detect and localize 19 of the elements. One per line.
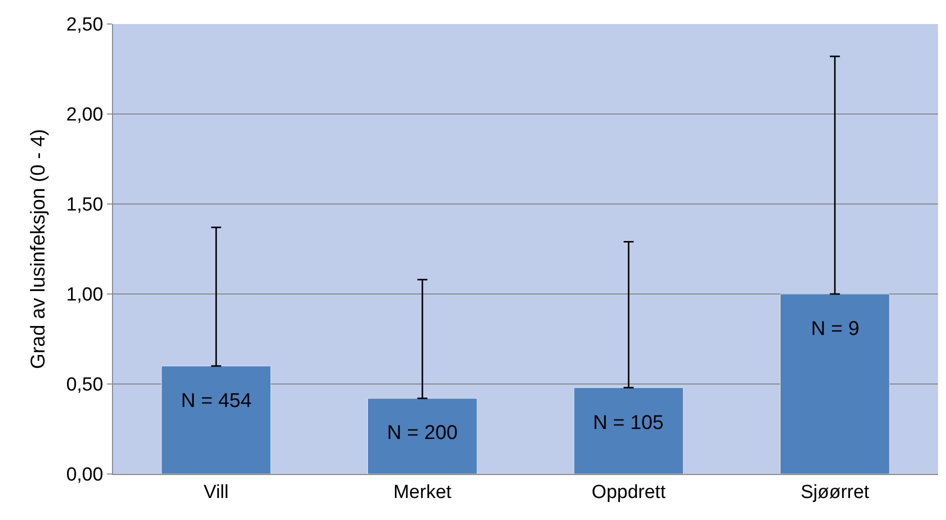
y-tick-label: 2,50 bbox=[66, 14, 104, 36]
annotation: N = 9 bbox=[811, 318, 860, 340]
y-axis-title: Grad av lusinfeksjon (0 - 4) bbox=[28, 128, 50, 370]
x-tick-label: Sjøørret bbox=[800, 482, 870, 503]
bar bbox=[780, 294, 890, 474]
y-tick-label: 2,00 bbox=[66, 104, 104, 126]
y-tick-label: 1,50 bbox=[66, 194, 104, 216]
bar bbox=[161, 366, 272, 474]
x-tick-label: Oppdrett bbox=[592, 482, 666, 503]
bar bbox=[574, 387, 684, 474]
y-tick-label: 0,00 bbox=[66, 464, 104, 486]
bar bbox=[367, 398, 478, 474]
annotation: N = 105 bbox=[593, 412, 664, 434]
y-tick-label: 0,50 bbox=[66, 374, 104, 396]
annotation: N = 200 bbox=[387, 422, 458, 444]
x-tick-label: Vill bbox=[204, 482, 229, 503]
annotation: N = 454 bbox=[181, 390, 252, 412]
x-tick-label: Merket bbox=[393, 482, 452, 503]
y-tick-label: 1,00 bbox=[66, 284, 104, 306]
